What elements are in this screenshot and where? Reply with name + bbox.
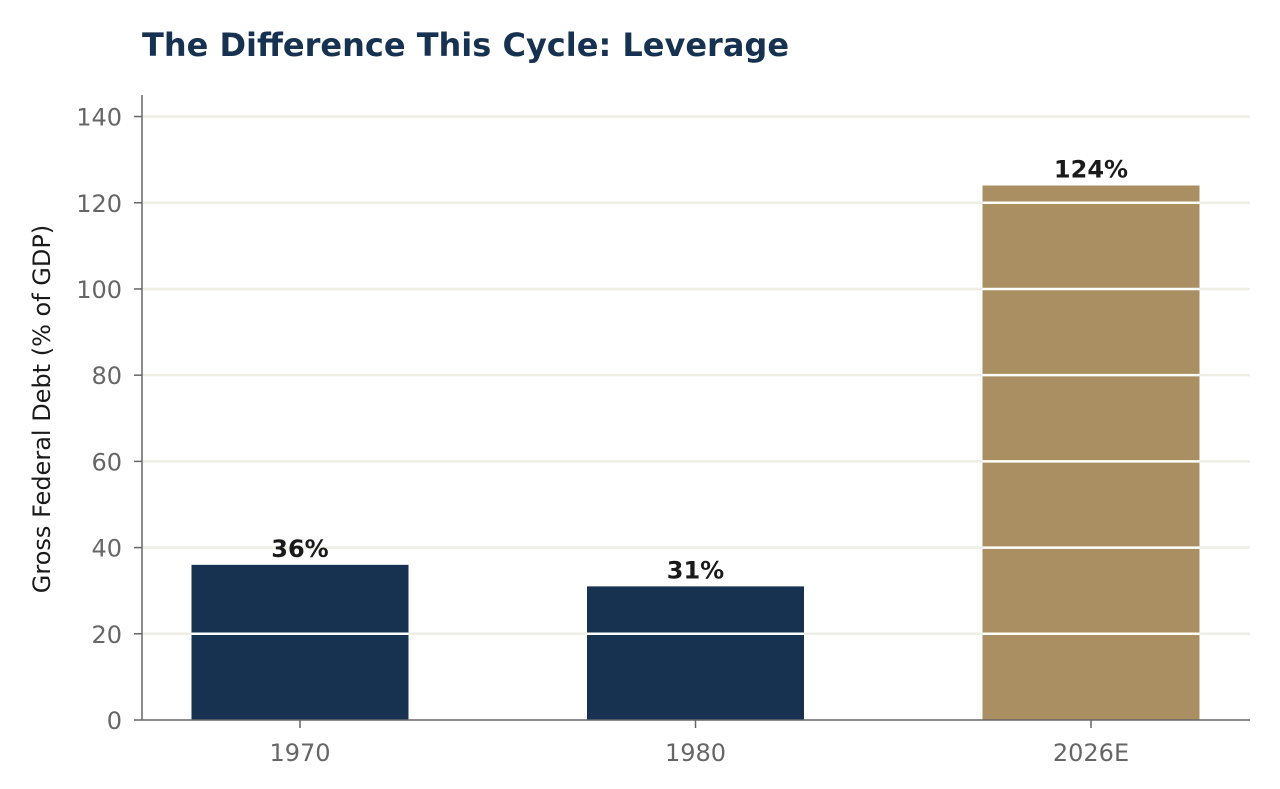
axes	[134, 95, 1250, 728]
x-tick-label-2026e: 2026E	[1053, 739, 1129, 767]
data-label-2026e: 124%	[1054, 156, 1128, 184]
tick-labels: 1970 1980 2026E 0 20 40 60 80 100 120 140	[76, 104, 1129, 767]
bar-1980	[587, 586, 804, 720]
y-tick-label-0: 0	[107, 707, 122, 735]
bars	[191, 185, 1200, 721]
gridlines	[142, 115, 1250, 636]
y-tick-label-100: 100	[76, 276, 122, 304]
y-tick-label-60: 60	[91, 448, 122, 476]
y-tick-label-120: 120	[76, 190, 122, 218]
y-axis-label: Gross Federal Debt (% of GDP)	[28, 225, 56, 593]
x-tick-label-1970: 1970	[269, 739, 330, 767]
chart-title: The Difference This Cycle: Leverage	[142, 26, 789, 64]
data-labels: 36% 31% 124%	[271, 156, 1128, 585]
x-tick-label-1980: 1980	[665, 739, 726, 767]
bar-1970	[191, 564, 409, 720]
data-label-1970: 36%	[271, 535, 328, 563]
data-label-1980: 31%	[667, 556, 724, 584]
y-tick-label-40: 40	[91, 535, 122, 563]
bar-2026e	[982, 185, 1200, 721]
bar-gridline-overlay	[191, 201, 1200, 636]
y-tick-label-80: 80	[91, 362, 122, 390]
y-tick-label-140: 140	[76, 104, 122, 132]
y-tick-label-20: 20	[91, 621, 122, 649]
